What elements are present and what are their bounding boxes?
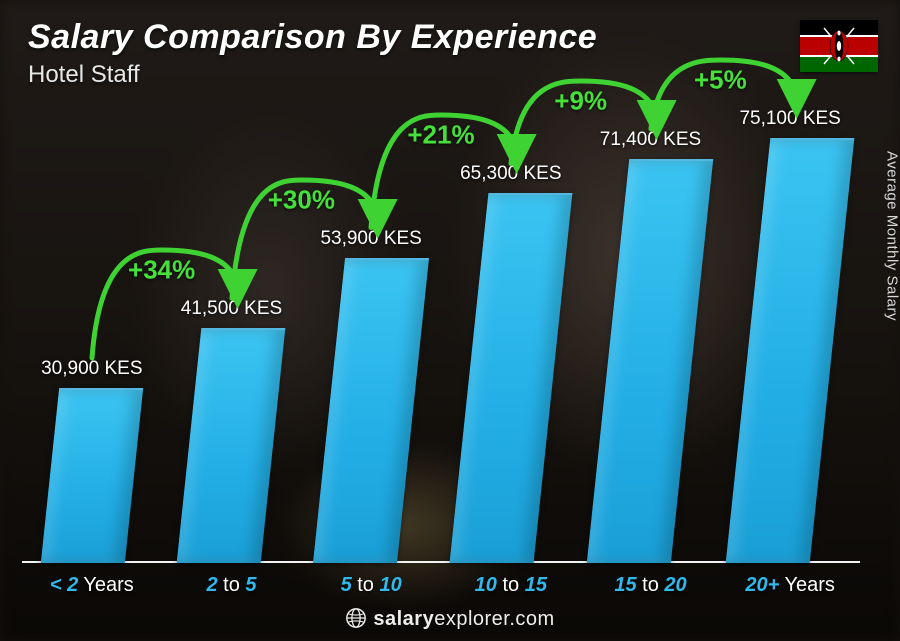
increase-pct-label: +30% bbox=[268, 184, 335, 215]
x-axis-category-label: 5 to 10 bbox=[341, 574, 402, 597]
footer-brand-bold: salary bbox=[373, 608, 434, 630]
footer-attribution: salaryexplorer.com bbox=[0, 607, 900, 631]
footer-brand-rest: explorer.com bbox=[434, 608, 555, 630]
x-axis-category-label: < 2 Years bbox=[50, 574, 134, 597]
bar-slot: 75,100 KES20+ Years bbox=[720, 110, 860, 563]
x-axis-category-label: 20+ Years bbox=[745, 574, 835, 597]
bar bbox=[41, 388, 143, 563]
increase-pct-label: +5% bbox=[694, 64, 747, 95]
increase-pct-label: +34% bbox=[128, 255, 195, 286]
x-axis-category-label: 10 to 15 bbox=[475, 574, 547, 597]
increase-pct-label: +9% bbox=[554, 85, 607, 116]
increase-arc: +5% bbox=[633, 50, 819, 151]
bar-chart: 30,900 KES< 2 Years41,500 KES2 to 553,90… bbox=[22, 110, 860, 563]
bar bbox=[587, 159, 713, 563]
x-axis-category-label: 2 to 5 bbox=[206, 574, 256, 597]
increase-pct-label: +21% bbox=[407, 120, 474, 151]
x-axis-category-label: 15 to 20 bbox=[614, 574, 686, 597]
globe-icon bbox=[345, 607, 367, 629]
y-axis-label: Average Monthly Salary bbox=[884, 151, 900, 321]
bar bbox=[726, 138, 855, 563]
